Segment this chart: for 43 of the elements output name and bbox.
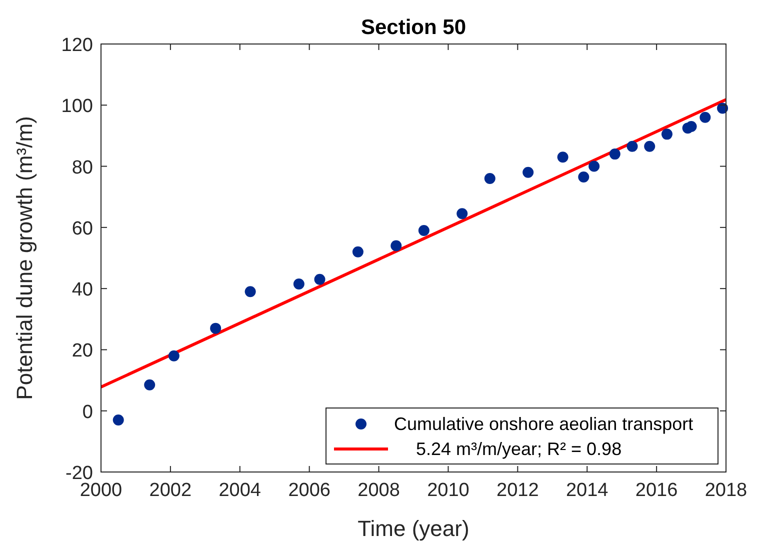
y-tick-label: 80 — [72, 157, 93, 178]
x-tick-label: 2018 — [704, 480, 748, 501]
point — [390, 240, 402, 252]
x-tick-label: 2012 — [496, 480, 539, 501]
point — [661, 128, 672, 140]
point — [144, 379, 156, 390]
y-tick-label: 0 — [82, 402, 93, 423]
x-tick-label: 2002 — [149, 480, 192, 501]
point — [112, 414, 124, 426]
point — [644, 140, 656, 152]
x-axis-title: Time (year) — [358, 516, 470, 541]
legend-label: Cumulative onshore aeolian transport — [394, 414, 694, 434]
x-tick-label: 2006 — [288, 480, 330, 501]
point — [557, 152, 568, 163]
y-axis-title: Potential dune growth (m³/m) — [12, 116, 37, 400]
y-tick-label: 60 — [72, 218, 93, 240]
chart-title: Section 50 — [360, 16, 466, 39]
x-tick-label: 2014 — [566, 480, 609, 501]
x-tick-label: 2008 — [358, 480, 400, 501]
x-tick-label: 2016 — [635, 480, 678, 501]
y-tick-label: 100 — [61, 96, 93, 118]
x-tick-label: 2010 — [427, 480, 470, 501]
y-tick-label: 120 — [61, 35, 93, 56]
y-tick-label: 40 — [72, 280, 93, 301]
point — [168, 350, 180, 362]
point — [686, 121, 697, 132]
point — [314, 274, 326, 285]
x-tick-label: 2004 — [218, 480, 262, 501]
point — [210, 322, 222, 334]
point — [609, 148, 620, 160]
point — [626, 140, 638, 152]
point — [578, 171, 590, 182]
y-tick-label: 20 — [72, 340, 93, 362]
point — [588, 160, 600, 172]
point — [293, 278, 304, 290]
point — [418, 224, 430, 236]
point — [700, 112, 711, 123]
legend-label: 5.24 m³/m/year; R² = 0.98 — [416, 439, 622, 459]
point — [244, 286, 256, 298]
point — [484, 173, 496, 184]
point — [456, 208, 468, 220]
point — [352, 246, 364, 258]
point — [522, 166, 534, 178]
